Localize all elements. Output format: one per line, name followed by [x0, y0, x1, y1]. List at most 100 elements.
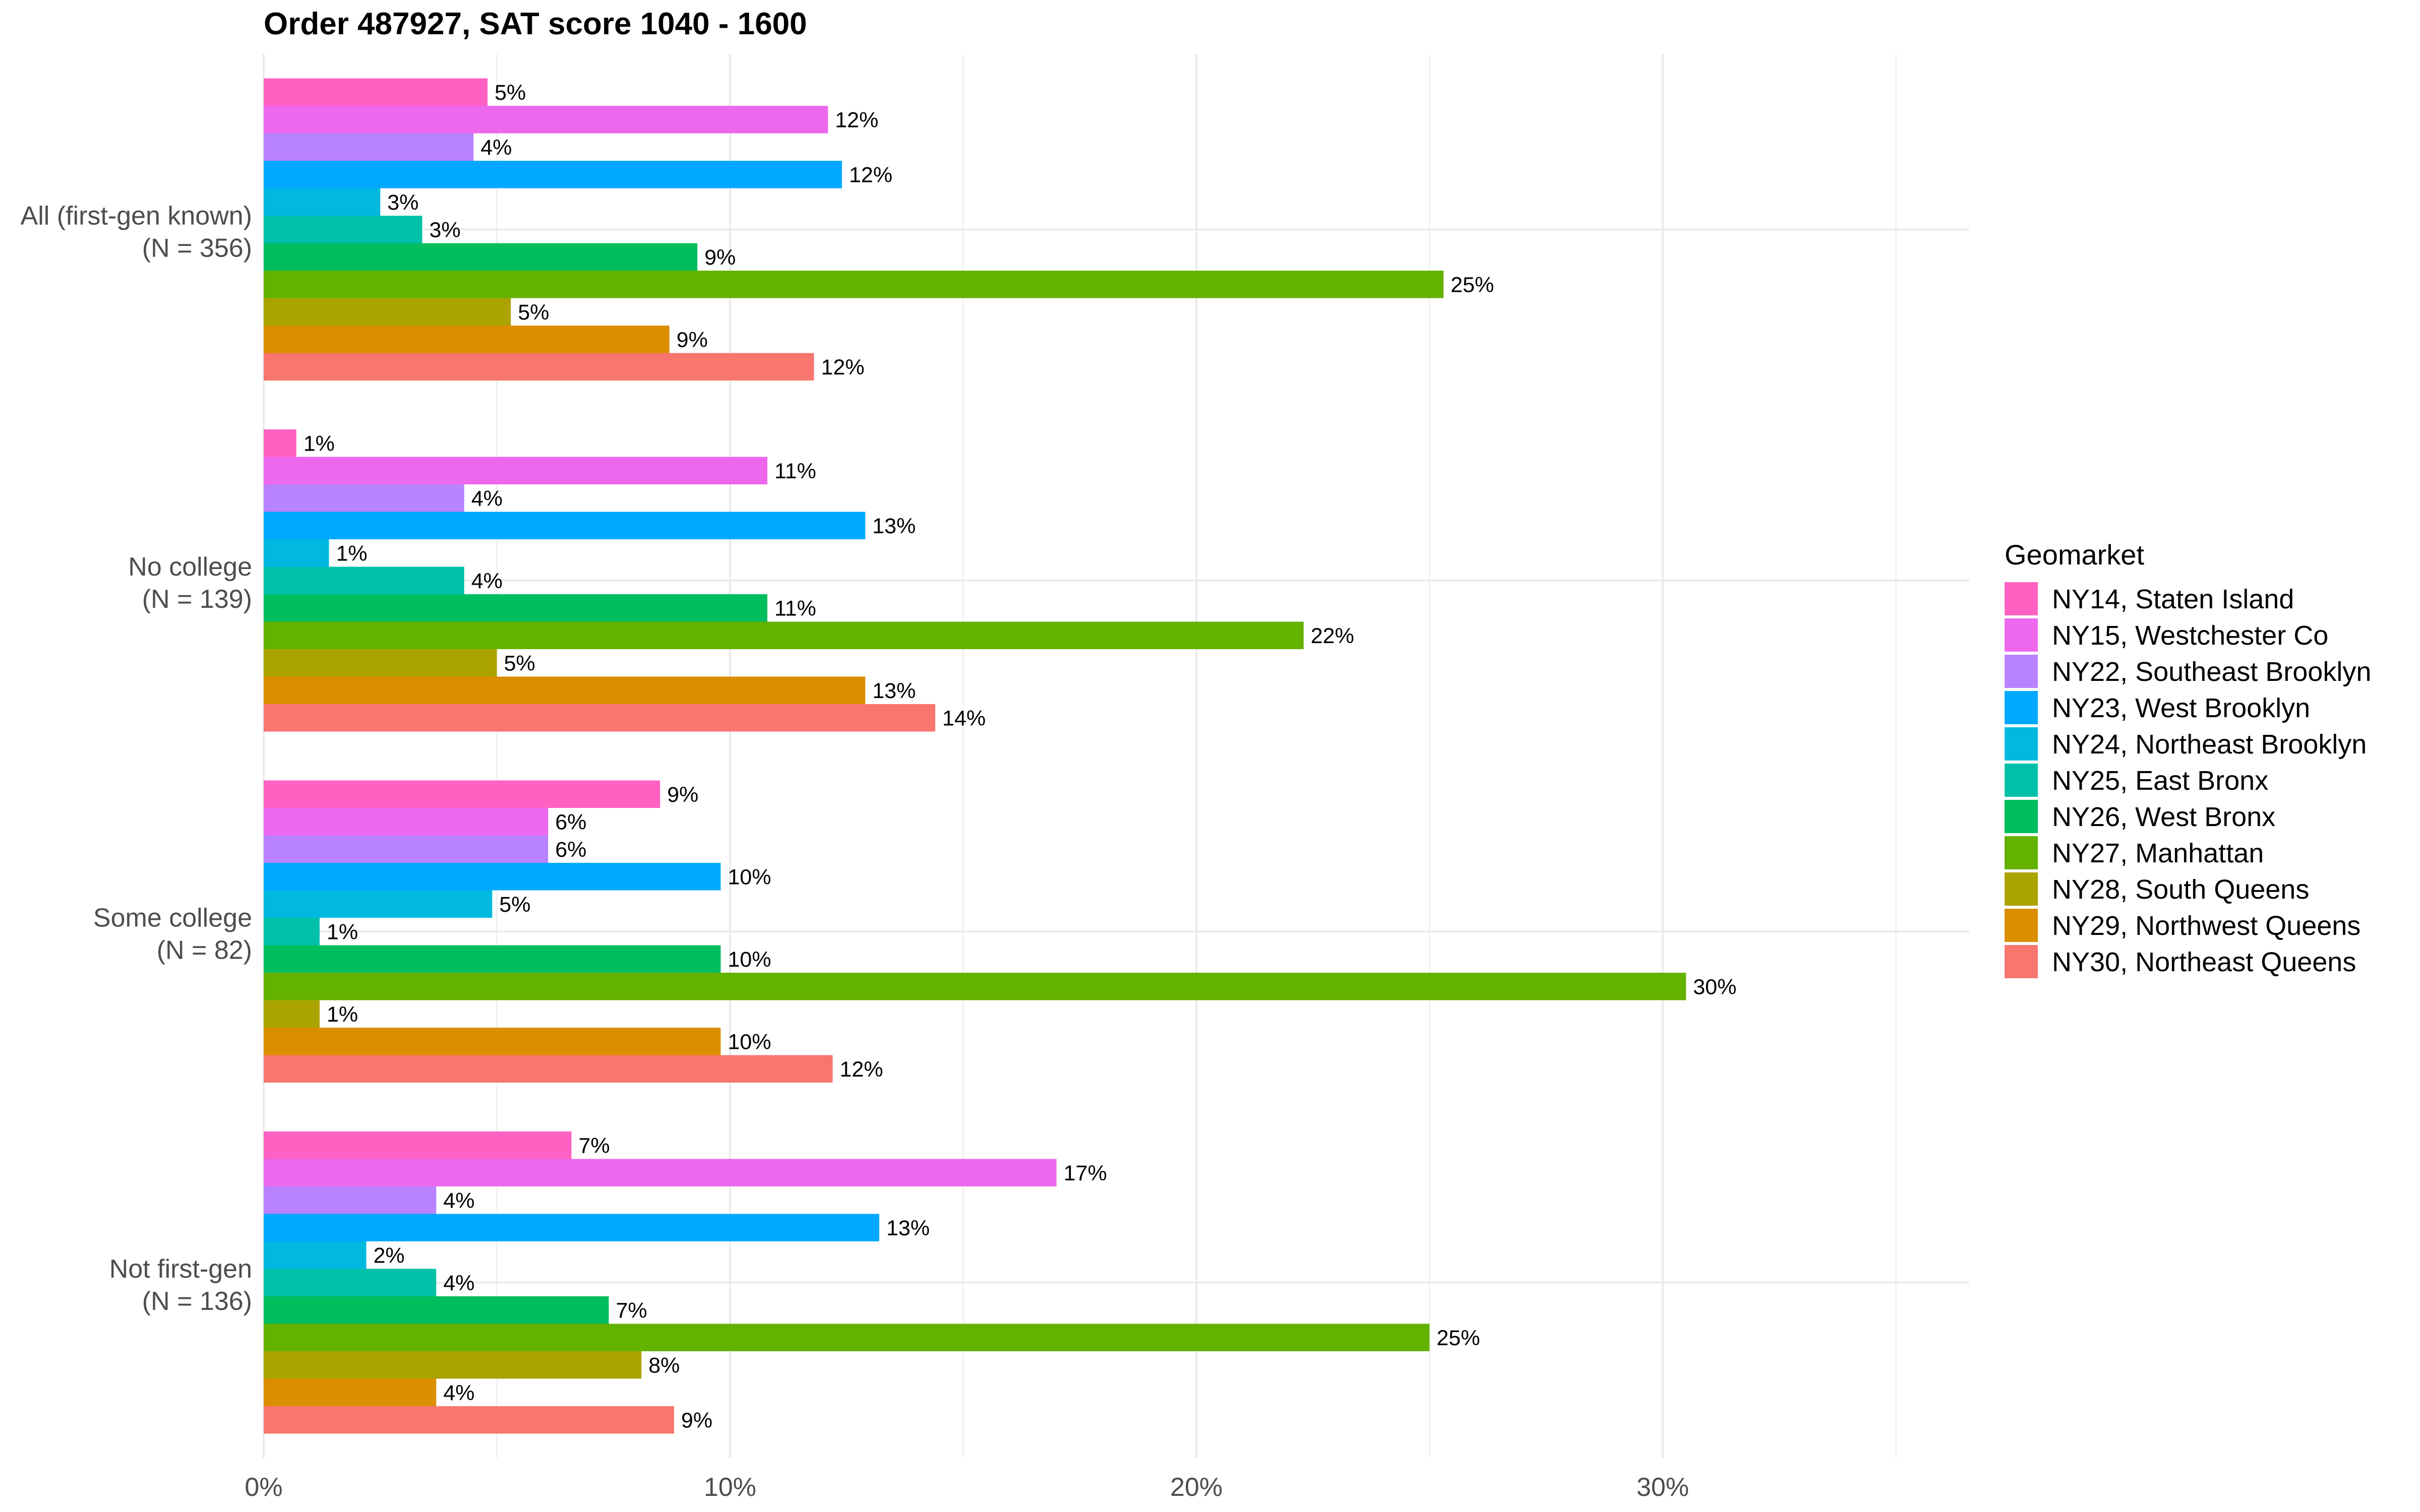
- bar-value-label: 3%: [430, 218, 461, 242]
- bar: [264, 704, 935, 732]
- bar-value-label: 11%: [774, 459, 816, 483]
- bar: [264, 353, 814, 381]
- bar-value-label: 11%: [774, 596, 816, 620]
- legend-key: [2005, 800, 2038, 833]
- bar: [264, 973, 1686, 1000]
- bar: [264, 216, 422, 243]
- bar-value-label: 10%: [728, 948, 771, 972]
- bar-value-label: 22%: [1311, 624, 1354, 648]
- bar-value-label: 5%: [495, 81, 526, 105]
- bar-value-label: 13%: [872, 514, 916, 538]
- x-axis: 0% 10% 20% 30%: [245, 1473, 1689, 1502]
- bar: [264, 1159, 1057, 1186]
- category-label: All (first-gen known): [21, 201, 252, 230]
- bar-value-label: 8%: [648, 1353, 680, 1377]
- bar-value-label: 4%: [471, 569, 503, 593]
- bar-value-label: 14%: [942, 706, 986, 730]
- bar-value-label: 12%: [849, 163, 892, 187]
- legend-label: NY14, Staten Island: [2052, 584, 2294, 614]
- bar-value-label: 1%: [327, 1002, 358, 1027]
- bar-value-label: 25%: [1437, 1326, 1480, 1350]
- legend-key: [2005, 582, 2038, 615]
- bar: [264, 1406, 674, 1434]
- bar: [264, 243, 698, 271]
- bar-value-label: 9%: [677, 328, 708, 352]
- bar-value-label: 7%: [616, 1298, 647, 1322]
- bar-value-label: 9%: [681, 1408, 712, 1432]
- bar: [264, 835, 549, 863]
- bar: [264, 429, 296, 457]
- bar-value-label: 25%: [1450, 273, 1494, 297]
- bar: [264, 457, 767, 484]
- legend-label: NY23, West Brooklyn: [2052, 693, 2310, 723]
- bar: [264, 298, 511, 326]
- legend-key: [2005, 836, 2038, 869]
- bar: [264, 1186, 437, 1214]
- bar: [264, 1269, 437, 1296]
- legend-label: NY29, Northwest Queens: [2052, 911, 2361, 941]
- bar: [264, 621, 1304, 649]
- bar-value-label: 5%: [504, 651, 535, 675]
- bar: [264, 188, 381, 216]
- bar-value-label: 13%: [886, 1216, 930, 1240]
- legend-label: NY22, Southeast Brooklyn: [2052, 657, 2371, 687]
- bar: [264, 1028, 721, 1055]
- category-label: Some college: [93, 903, 252, 932]
- chart-title: Order 487927, SAT score 1040 - 1600: [264, 7, 807, 41]
- x-tick-label: 0%: [245, 1473, 282, 1502]
- bar-value-label: 12%: [835, 108, 878, 132]
- legend-label: NY24, Northeast Brooklyn: [2052, 729, 2367, 760]
- bar-value-label: 12%: [840, 1057, 883, 1082]
- legend-label: NY15, Westchester Co: [2052, 620, 2328, 651]
- bar-value-label: 6%: [555, 838, 586, 862]
- bar: [264, 1055, 833, 1083]
- legend-key: [2005, 872, 2038, 906]
- bar: [264, 1378, 437, 1406]
- bar: [264, 890, 493, 918]
- bars: [264, 78, 1686, 1434]
- category-sublabel: (N = 139): [142, 585, 252, 614]
- bar-value-label: 10%: [728, 865, 771, 889]
- category-label: Not first-gen: [109, 1254, 252, 1284]
- bar: [264, 945, 721, 973]
- y-axis: All (first-gen known) (N = 356) No college…: [21, 201, 252, 1316]
- category-label: No college: [128, 552, 252, 582]
- legend-label: NY27, Manhattan: [2052, 838, 2264, 868]
- bar: [264, 78, 488, 106]
- legend-label: NY30, Northeast Queens: [2052, 947, 2356, 977]
- legend-title: Geomarket: [2005, 539, 2144, 571]
- x-tick-label: 10%: [704, 1473, 756, 1502]
- bar-value-label: 7%: [579, 1133, 610, 1158]
- bar-value-label: 9%: [704, 245, 736, 270]
- bar: [264, 1241, 367, 1269]
- bar-value-label: 2%: [374, 1243, 405, 1268]
- legend-label: NY25, East Bronx: [2052, 766, 2268, 796]
- bar: [264, 808, 549, 836]
- x-tick-label: 30%: [1637, 1473, 1689, 1502]
- legend-key: [2005, 618, 2038, 652]
- bar-value-label: 1%: [304, 431, 335, 456]
- bar: [264, 1000, 320, 1028]
- bar: [264, 594, 767, 622]
- bar: [264, 326, 670, 353]
- bar: [264, 780, 660, 808]
- bar: [264, 566, 464, 594]
- legend-key: [2005, 764, 2038, 797]
- legend: Geomarket NY14, Staten Island NY15, Westc…: [2005, 539, 2371, 978]
- bar-value-label: 17%: [1064, 1161, 1107, 1185]
- bar: [264, 1324, 1430, 1351]
- bar: [264, 106, 828, 134]
- bar-value-label: 4%: [443, 1381, 474, 1405]
- legend-key: [2005, 909, 2038, 942]
- bar-value-label: 13%: [872, 679, 916, 703]
- bar-value-label: 5%: [518, 300, 549, 325]
- legend-key: [2005, 727, 2038, 761]
- bar-value-label: 1%: [327, 920, 358, 944]
- bar-value-label: 4%: [443, 1271, 474, 1295]
- bar: [264, 918, 320, 946]
- legend-key: [2005, 655, 2038, 688]
- bar-value-label: 5%: [499, 893, 530, 917]
- bar-value-label: 6%: [555, 810, 586, 834]
- bar-value-label: 1%: [336, 541, 368, 565]
